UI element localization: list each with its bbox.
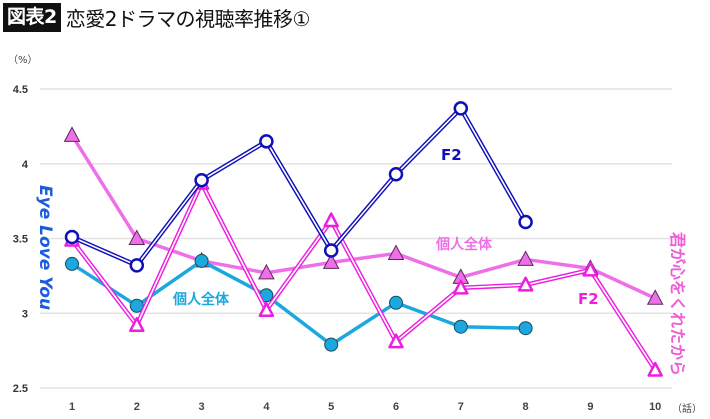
- x-tick-label: 8: [523, 401, 529, 413]
- data-point: [387, 244, 405, 260]
- x-tick-label: 2: [134, 401, 140, 413]
- x-tick-label: 9: [587, 401, 593, 413]
- chart-title-block: 図表2 恋愛2ドラマの視聴率推移①: [3, 3, 310, 32]
- data-point: [129, 316, 145, 332]
- x-tick-label: 4: [263, 401, 270, 413]
- data-point: [323, 212, 339, 228]
- data-point: [258, 302, 275, 318]
- data-point: [64, 229, 80, 245]
- data-point: [128, 229, 146, 245]
- data-point: [322, 253, 340, 269]
- series-line-inner: [71, 182, 656, 371]
- data-point: [647, 361, 663, 377]
- data-point: [258, 263, 275, 280]
- y-tick-label: 2.5: [13, 383, 28, 395]
- data-point: [582, 261, 599, 277]
- gridlines: [40, 88, 672, 389]
- x-axis-ticks: 1 2 3 4 5 6 7 8 9 10: [69, 401, 661, 413]
- data-point: [323, 243, 339, 258]
- chart-title: 恋愛2ドラマの視聴率推移①: [65, 7, 311, 31]
- data-point: [388, 333, 404, 349]
- data-point: [453, 319, 468, 334]
- y-tick-label: 4.5: [13, 84, 28, 96]
- data-point: [389, 295, 403, 310]
- series-group: [63, 101, 664, 377]
- y-tick-label: 3.5: [13, 234, 28, 246]
- kimi-total-label: 個人全体: [435, 236, 493, 253]
- y-tick-label: 3: [22, 308, 28, 320]
- data-point: [518, 321, 533, 336]
- y-axis-ticks: 2.5 3 3.5 4 4.5: [13, 84, 29, 395]
- data-point: [259, 134, 274, 149]
- data-point: [65, 256, 79, 271]
- y-axis-unit: （%）: [8, 54, 38, 66]
- series-kimi-f2: [64, 174, 663, 377]
- x-tick-label: 1: [69, 401, 75, 413]
- x-tick-label: 3: [199, 401, 205, 413]
- series-elu-f2: [64, 101, 533, 273]
- series-line-inner: [71, 107, 527, 267]
- kimi-label: 君が心をくれたから: [668, 232, 687, 376]
- data-point: [517, 276, 534, 292]
- x-axis-unit: （話）: [672, 402, 702, 415]
- data-point: [388, 166, 404, 182]
- data-point: [324, 337, 339, 352]
- data-point: [453, 279, 469, 295]
- data-point: [646, 289, 664, 305]
- data-point: [517, 250, 534, 266]
- data-point: [63, 126, 81, 142]
- x-tick-label: 10: [649, 401, 661, 413]
- data-point: [518, 214, 533, 230]
- data-point: [194, 253, 209, 268]
- eye-love-you-f2-label: F2: [441, 146, 462, 164]
- x-tick-label: 7: [458, 401, 464, 413]
- y-tick-label: 4: [22, 159, 29, 171]
- figure-badge: 図表2: [3, 3, 61, 32]
- data-point: [194, 172, 209, 188]
- x-tick-label: 6: [393, 401, 399, 413]
- kimi-f2-label: F2: [578, 290, 599, 308]
- eye-love-you-label: Eye Love You: [35, 185, 55, 310]
- x-tick-label: 5: [328, 401, 334, 413]
- data-point: [453, 101, 469, 116]
- data-point: [129, 258, 145, 273]
- eye-love-you-total-label: 個人全体: [172, 291, 230, 308]
